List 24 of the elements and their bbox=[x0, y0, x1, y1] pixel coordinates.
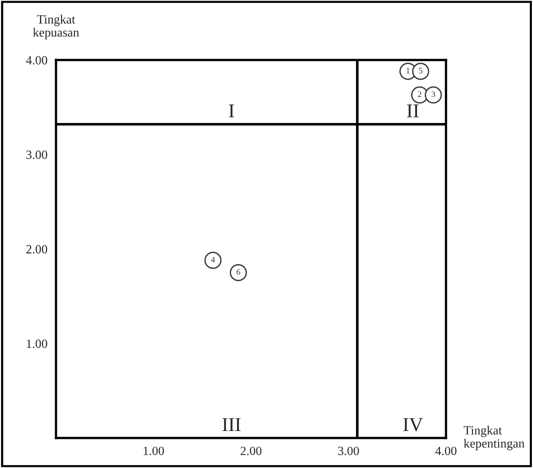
x-axis-title: Tingkat kepentingan bbox=[464, 426, 524, 450]
x-tick-label: 4.00 bbox=[435, 446, 456, 456]
point bbox=[424, 86, 442, 104]
y-tick-label: 4.00 bbox=[26, 56, 48, 65]
text: 5 bbox=[419, 68, 422, 74]
y-tick-label: 3.00 bbox=[26, 150, 48, 160]
annotation: IV bbox=[403, 418, 423, 432]
x-tick-label: 3.00 bbox=[338, 446, 359, 456]
text: 6 bbox=[236, 269, 240, 275]
point bbox=[230, 264, 247, 282]
annotation: I bbox=[228, 104, 234, 118]
text: 2 bbox=[418, 91, 422, 97]
text: 4 bbox=[211, 256, 215, 262]
y-tick-label: 1.00 bbox=[26, 340, 48, 348]
text: 3 bbox=[432, 91, 436, 98]
annotation: II bbox=[407, 104, 419, 118]
point bbox=[412, 62, 430, 80]
y-axis-title: Tingkat kepuasan bbox=[32, 14, 80, 40]
annotation: III bbox=[222, 418, 241, 432]
text: 1 bbox=[406, 68, 410, 74]
x-tick-label: 1.00 bbox=[144, 446, 164, 456]
x-tick-label: 2.00 bbox=[240, 446, 262, 456]
y-tick-label: 2.00 bbox=[26, 245, 48, 254]
point bbox=[204, 252, 222, 269]
